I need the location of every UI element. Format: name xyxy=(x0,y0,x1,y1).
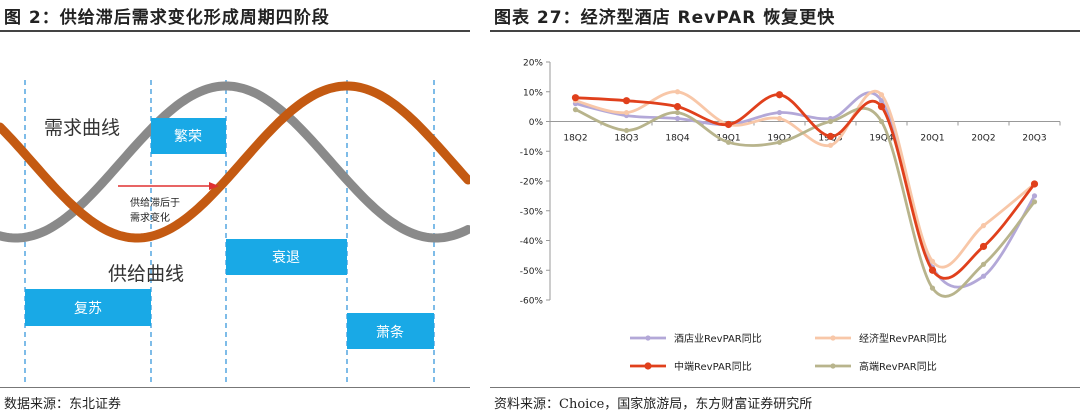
data-point xyxy=(1031,199,1038,205)
data-point xyxy=(878,118,885,125)
data-point xyxy=(674,89,681,95)
revpar-line-chart: 20% 10% 0% -10% -20% -30% -40% -50% -60% 18Q2 18Q3… xyxy=(520,59,1061,373)
left-title-rule xyxy=(0,30,470,32)
legend-label: 经济型RevPAR同比 xyxy=(859,332,947,345)
data-point xyxy=(827,118,834,125)
data-point xyxy=(776,139,783,145)
data-point xyxy=(980,273,987,279)
data-point xyxy=(674,109,681,116)
supply-curve xyxy=(0,81,470,243)
phase-box-depression xyxy=(347,313,434,349)
data-point xyxy=(673,103,682,111)
lag-note-line2: 需求变化 xyxy=(130,211,170,224)
x-tick-label: 18Q2 xyxy=(563,134,587,144)
right-title-rule xyxy=(490,30,1080,32)
data-point xyxy=(775,91,784,99)
data-point xyxy=(776,115,783,122)
data-point xyxy=(979,242,988,251)
phase-label-recovery: 复苏 xyxy=(74,300,102,317)
data-point xyxy=(572,107,579,113)
data-point xyxy=(878,98,885,104)
data-point xyxy=(929,258,936,264)
phase-label-boom: 繁荣 xyxy=(174,129,202,145)
data-point xyxy=(622,97,631,105)
data-point xyxy=(623,109,630,116)
y-tick-label: -20% xyxy=(520,178,544,188)
right-figure-title: 图表 27：经济型酒店 RevPAR 恢复更快 xyxy=(494,8,836,28)
x-tick-label: 20Q2 xyxy=(971,134,995,144)
right-figure-panel: 图表 27：经济型酒店 RevPAR 恢复更快 20% 10% 0% -10% -20%… xyxy=(490,0,1080,415)
data-point xyxy=(980,223,987,229)
data-point xyxy=(725,139,732,145)
demand-curve-label: 需求曲线 xyxy=(44,117,120,139)
data-point xyxy=(1031,193,1038,199)
y-tick-label: -50% xyxy=(520,267,544,277)
data-point xyxy=(877,103,886,111)
y-tick-label: -60% xyxy=(520,297,544,307)
data-point xyxy=(827,142,834,148)
left-bottom-rule xyxy=(0,387,470,388)
y-tick-label: 0% xyxy=(529,118,544,128)
data-point xyxy=(1030,180,1039,188)
data-point xyxy=(776,109,783,116)
data-point xyxy=(929,285,936,291)
right-source-note: 资料来源：Choice，国家旅游局，东方财富证券研究所 xyxy=(494,397,813,412)
x-tick-label: 20Q1 xyxy=(920,134,944,144)
data-point xyxy=(724,120,733,129)
legend-swatch-marker xyxy=(830,363,836,369)
data-point xyxy=(623,127,630,134)
data-point xyxy=(571,94,580,102)
y-tick-label: -40% xyxy=(520,237,544,247)
phase-box-recovery xyxy=(25,289,151,326)
data-point xyxy=(980,261,987,267)
y-tick-label: 10% xyxy=(523,88,543,98)
x-tick-label: 18Q4 xyxy=(665,134,690,144)
phase-box-recession xyxy=(226,239,347,275)
data-point xyxy=(878,92,885,98)
data-point xyxy=(928,266,937,274)
cycle-diagram: 复苏 繁荣 衰退 萧条 需求曲线 供给曲线 供给滞后于 需求变化 xyxy=(0,80,470,385)
legend-swatch-marker xyxy=(644,362,652,370)
legend-swatch-marker xyxy=(830,335,836,341)
x-tick-label: 19Q2 xyxy=(767,134,791,144)
data-point xyxy=(674,115,681,122)
y-tick-label: 20% xyxy=(523,59,543,69)
right-bottom-rule xyxy=(490,387,1080,388)
x-tick-label: 20Q3 xyxy=(1022,134,1046,144)
legend-label: 中端RevPAR同比 xyxy=(674,360,752,373)
y-tick-label: -10% xyxy=(520,148,544,158)
legend-label: 高端RevPAR同比 xyxy=(859,360,937,373)
phase-label-recession: 衰退 xyxy=(272,249,300,266)
phase-box-boom xyxy=(151,118,226,154)
data-point xyxy=(826,132,835,140)
left-figure-title: 图 2：供给滞后需求变化形成周期四阶段 xyxy=(4,8,330,28)
x-tick-label: 19Q4 xyxy=(869,134,894,144)
legend-label: 酒店业RevPAR同比 xyxy=(674,332,762,345)
y-tick-label: -30% xyxy=(520,207,544,217)
left-figure-panel: 图 2：供给滞后需求变化形成周期四阶段 复苏 繁荣 衰退 萧条 需求曲线 供给曲… xyxy=(0,0,470,415)
x-tick-label: 19Q1 xyxy=(716,134,740,144)
x-tick-label: 18Q3 xyxy=(614,134,638,144)
lag-arrow-head xyxy=(209,182,219,190)
lag-note-line1: 供给滞后于 xyxy=(130,196,180,209)
left-source-note: 数据来源：东北证券 xyxy=(4,397,122,412)
series-line xyxy=(574,106,1036,298)
legend-swatch-marker xyxy=(645,335,651,341)
phase-label-depression: 萧条 xyxy=(376,324,404,341)
supply-curve-label: 供给曲线 xyxy=(108,263,184,285)
